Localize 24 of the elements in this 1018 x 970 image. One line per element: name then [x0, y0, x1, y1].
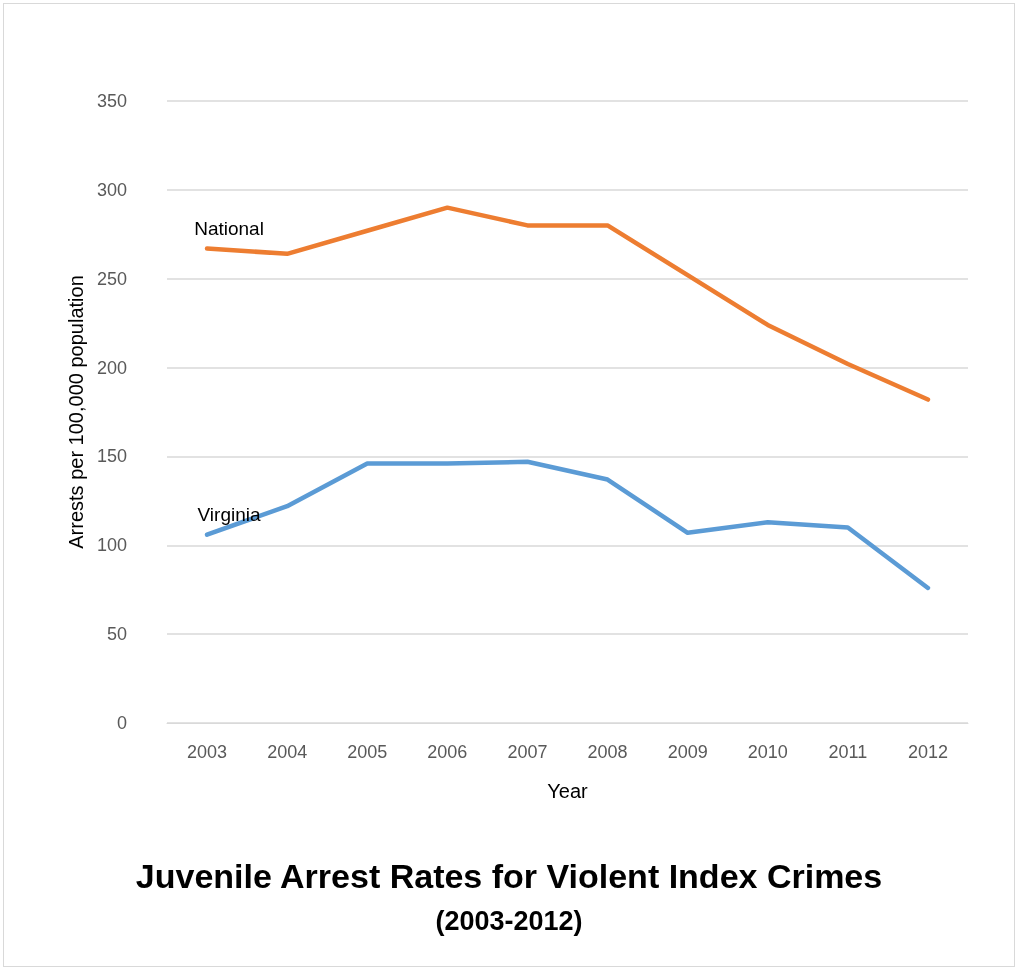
x-tick-label: 2010 [747, 742, 788, 762]
y-tick-label: 300 [96, 179, 127, 200]
x-tick-label: 2006 [427, 742, 468, 762]
x-tick-label: 2009 [667, 742, 708, 762]
series-label: National [194, 217, 264, 239]
x-tick-label: 2004 [267, 742, 308, 762]
y-tick-label: 250 [96, 268, 127, 289]
text: (2003-2012) [435, 905, 583, 936]
x-tick-label: 2007 [507, 742, 548, 762]
x-tick-label: 2005 [347, 742, 388, 762]
x-tick-label: 2008 [587, 742, 628, 762]
series-label: Virginia [197, 503, 261, 525]
y-tick-label: 50 [106, 624, 127, 645]
x-tick-label: 2011 [828, 742, 868, 762]
x-axis-title: Year [547, 780, 589, 802]
text: Juvenile Arrest Rates for Violent Index Crimes [135, 857, 883, 895]
x-tick-label: 2003 [187, 742, 228, 762]
y-tick-label: 100 [96, 535, 127, 556]
y-tick-label: 200 [96, 357, 127, 378]
y-tick-label: 0 [116, 713, 127, 733]
x-tick-label: 2012 [907, 742, 948, 762]
y-axis-title: Arrests per 100,000 population [65, 275, 88, 549]
y-tick-label: 350 [96, 91, 127, 111]
y-tick-label: 150 [96, 446, 127, 467]
